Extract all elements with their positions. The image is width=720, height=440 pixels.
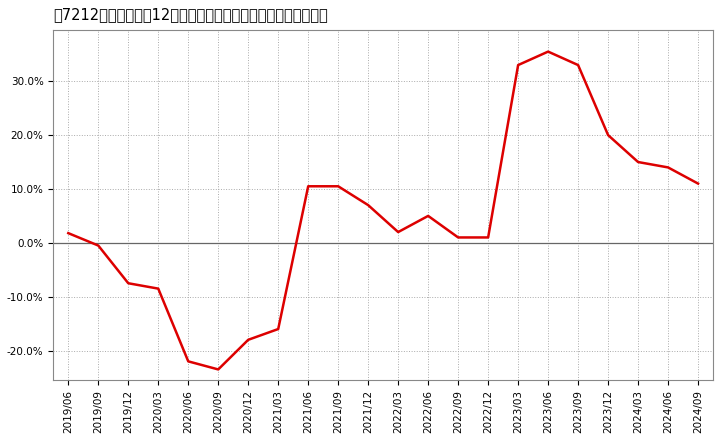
Text: ［7212］　売上高の12か月移動合計の対前年同期増減率の推移: ［7212］ 売上高の12か月移動合計の対前年同期増減率の推移 [53, 7, 328, 22]
